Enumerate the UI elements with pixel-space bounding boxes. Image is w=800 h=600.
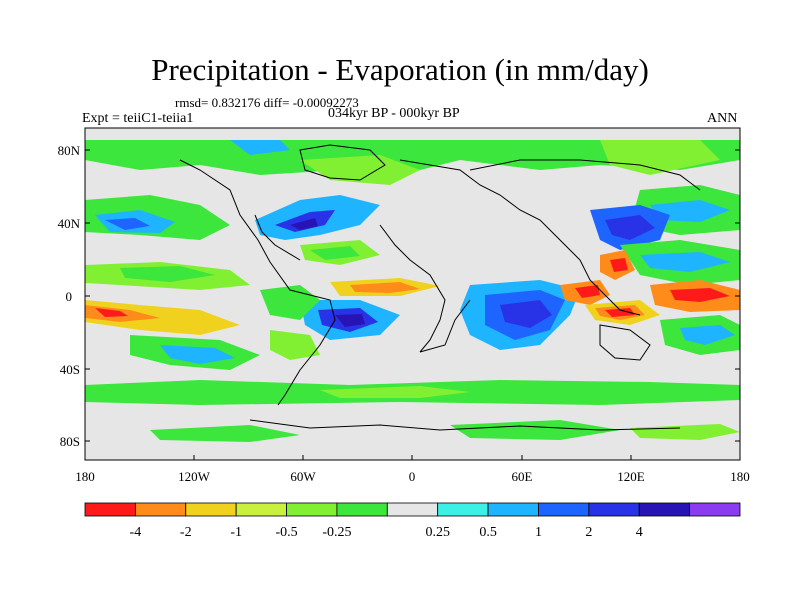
colorbar-swatch	[134, 502, 187, 517]
coastlines	[179, 144, 701, 431]
lon-tick-label: 180	[730, 469, 750, 484]
colorbar-swatch	[386, 502, 439, 517]
colorbar-label: 1	[535, 525, 542, 540]
colorbar-label: 2	[585, 525, 592, 540]
colorbar-swatch	[336, 502, 388, 517]
map-background	[85, 128, 740, 460]
lat-tick-label: 40S	[60, 362, 80, 377]
colorbar-label: 4	[636, 525, 643, 540]
colorbar-label: -1	[230, 525, 242, 540]
lon-tick-label: 120W	[178, 469, 211, 484]
colorbar-swatch	[437, 502, 489, 517]
lat-tick-label: 80N	[58, 143, 81, 158]
lat-tick-label: 80S	[60, 434, 80, 449]
colorbar-label: -0.25	[322, 525, 351, 540]
colorbar-label: -4	[130, 525, 142, 540]
lon-tick-label: 60W	[290, 469, 316, 484]
colorbar-swatch	[286, 502, 338, 517]
colorbar-label: -0.5	[275, 525, 297, 540]
colorbar-label: 0.5	[479, 525, 497, 540]
colorbar-swatch	[487, 502, 539, 517]
colorbar-swatch	[235, 502, 287, 517]
lat-tick-label: 0	[66, 289, 73, 304]
lon-tick-label: 0	[409, 469, 416, 484]
lat-axis: 80N 40N 0 40S 80S	[58, 143, 740, 449]
experiment-label: Expt = teiiC1-teiia1	[82, 111, 194, 126]
chart-title: Precipitation - Evaporation (in mm/day)	[151, 52, 649, 87]
colorbar-swatch	[689, 502, 741, 517]
lat-tick-label: 40N	[58, 216, 81, 231]
colorbar-swatch	[538, 502, 590, 517]
period-label: 034kyr BP - 000kyr BP	[328, 106, 460, 121]
lon-tick-label: 180	[75, 469, 95, 484]
lon-tick-label: 120E	[617, 469, 645, 484]
colorbar-label: -2	[180, 525, 192, 540]
stats-text: rmsd= 0.832176 diff= -0.00092273	[175, 95, 359, 110]
season-label: ANN	[707, 111, 738, 126]
colorbar: -4 -2 -1 -0.5 -0.25 0.25 0.5 1 2 4	[84, 502, 741, 540]
lon-axis: 180 120W 60W 0 60E 120E 180	[75, 455, 750, 484]
lon-tick-label: 60E	[512, 469, 533, 484]
colorbar-swatch	[84, 502, 136, 517]
colorbar-swatch	[185, 502, 237, 517]
colorbar-swatch	[638, 502, 691, 517]
colorbar-label: 0.25	[425, 525, 450, 540]
colorbar-swatch	[588, 502, 640, 517]
